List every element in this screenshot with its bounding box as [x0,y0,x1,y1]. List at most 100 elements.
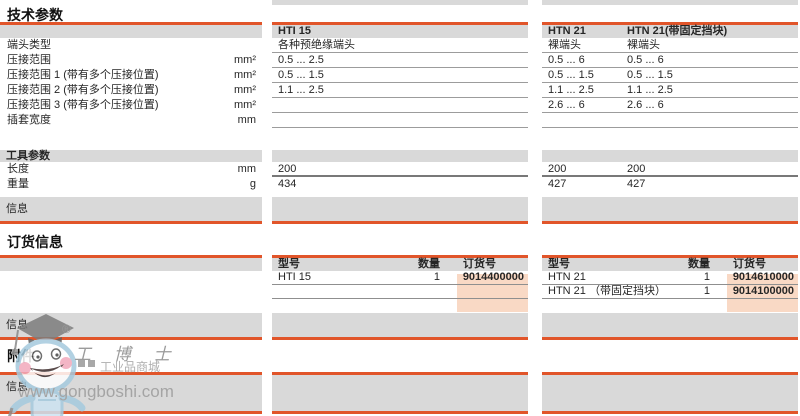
top-cutoff-bar-right [542,0,798,5]
order-gap [440,271,457,284]
section-divider [0,337,262,340]
ordering-info-mid [272,313,528,340]
header-gap [440,258,457,271]
accessories-info-bar [272,375,528,411]
header-model: 型号 [548,258,570,270]
order-gap [710,285,727,298]
tech-value: 1.1 ... 2.5 [548,84,594,96]
order-number: 9014610000 [732,271,794,283]
row-label: 压接范围 2 (带有多个压接位置) [7,84,159,96]
tools-value-length: 200 [272,162,528,177]
section-divider [542,337,798,340]
header-order-no: 订货号 [733,258,766,270]
order-row-htn21-stop: HTN 21 （带固定挡块） 1 9014100000 [542,285,798,299]
section-top-border [0,372,262,375]
row-unit: mm [237,114,256,126]
tools-table-htn21: 200 200 427 427 [542,150,798,224]
tech-row-terminal-type: 端头类型 [0,38,262,53]
tools-info-bar [542,197,798,221]
ordering-section-title: 订货信息 [7,234,63,250]
order-row-htn21: HTN 21 1 9014610000 [542,271,798,285]
tech-value-row: 0.5 ... 6 0.5 ... 6 [542,53,798,68]
tech-row-crimp-range-1: 压接范围 1 (带有多个压接位置) mm² [0,68,262,83]
ordering-info-bar: 信息 [0,313,262,337]
row-label: 压接范围 1 (带有多个压接位置) [7,69,159,81]
tech-section: 端头类型 压接范围 mm² 压接范围 1 (带有多个压接位置) mm² 压接范围… [0,22,800,129]
tech-value [627,113,798,127]
order-row-empty [542,299,798,312]
order-number-column-highlight [727,274,798,312]
tech-value-row: 0.5 ... 1.5 0.5 ... 1.5 [542,68,798,83]
tools-header-bar [272,150,528,162]
accessories-mid [272,372,528,414]
tools-row-weight: 重量 g [0,177,262,192]
order-model: HTN 21 [548,271,586,283]
order-qty: 1 [703,271,710,283]
tech-value [542,113,627,127]
tools-value: 200 [548,163,567,175]
tech-label-table: 端头类型 压接范围 mm² 压接范围 1 (带有多个压接位置) mm² 压接范围… [0,22,262,128]
row-unit: mm² [234,69,256,81]
tech-row-crimp-range-3: 压接范围 3 (带有多个压接位置) mm² [0,98,262,113]
top-cutoff-bar-mid [272,0,528,5]
ordering-left-header [0,258,262,271]
order-number: 9014400000 [462,271,524,283]
accessories-left: 信息 [0,372,262,414]
section-top-border [542,372,798,375]
order-row-hti15: HTI 15 1 9014400000 [272,271,528,285]
row-label: 压接范围 3 (带有多个压接位置) [7,99,159,111]
row-unit: g [249,178,256,190]
ordering-info-right [542,313,798,340]
section-divider [272,337,528,340]
gongboshi-brand-text: 工 博 士 [74,345,180,364]
tech-value: 裸端头 [627,39,660,51]
tech-value: 0.5 ... 1.5 [627,69,673,81]
section-bottom-border [272,411,528,414]
row-unit: mm [237,163,256,175]
row-unit [210,38,262,53]
accessories-section-title: 附件 [7,348,35,364]
section-top-border [272,372,528,375]
tech-value: 2.6 ... 6 [627,99,664,111]
tools-row-length: 长度 mm [0,162,262,177]
tools-info-bar: 信息 [0,197,262,221]
header-gap [710,258,727,271]
tech-value: 0.5 ... 1.5 [548,69,594,81]
tools-value: 427 [548,178,567,190]
tech-value: 裸端头 [548,39,581,51]
ordering-info-left: 信息 [0,313,262,340]
tech-value-row: 1.1 ... 2.5 1.1 ... 2.5 [542,83,798,98]
order-number-column-highlight [457,274,528,312]
row-label: 长度 [7,163,29,175]
row-unit: mm² [234,54,256,66]
column-header-htn21-stop: HTN 21(带固定挡块) [627,25,728,37]
ordering-info-bar [272,313,528,337]
tech-htn-header-row: HTN 21 HTN 21(带固定挡块) [542,25,798,38]
row-label: 重量 [7,178,29,190]
header-qty: 数量 [688,258,710,270]
tech-value-empty [272,113,528,128]
tools-info-bar [272,197,528,221]
order-model: HTI 15 [278,271,312,283]
column-header-hti15: HTI 15 [272,25,528,38]
order-model: HTN 21 （带固定挡块） [548,285,666,297]
row-unit: mm² [234,84,256,96]
tools-value-row-length: 200 200 [542,162,798,177]
ordering-header-row: 型号 数量 订货号 [272,258,528,271]
tech-value: 0.5 ... 2.5 [272,53,528,68]
tech-table-htn21: HTN 21 HTN 21(带固定挡块) 裸端头 裸端头 0.5 ... 6 0… [542,22,798,128]
tech-label-header [0,25,262,38]
row-unit: mm² [234,99,256,111]
tools-section-title: 工具参数 [0,150,262,162]
row-label: 插套宽度 [7,114,51,126]
ordering-table-hti15: 型号 数量 订货号 HTI 15 1 9014400000 [272,255,528,312]
tools-label-table: 工具参数 长度 mm 重量 g 信息 [0,150,262,224]
order-number: 9014100000 [732,285,794,297]
ordering-section: 型号 数量 订货号 HTI 15 1 9014400000 型号 数量 订货号 [0,255,800,312]
section-divider [0,221,262,224]
tech-value-row: 2.6 ... 6 2.6 ... 6 [542,98,798,113]
tech-value: 各种预绝缘端头 [272,38,528,53]
tools-value: 427 [627,178,646,190]
tools-value-weight: 434 [278,178,297,190]
